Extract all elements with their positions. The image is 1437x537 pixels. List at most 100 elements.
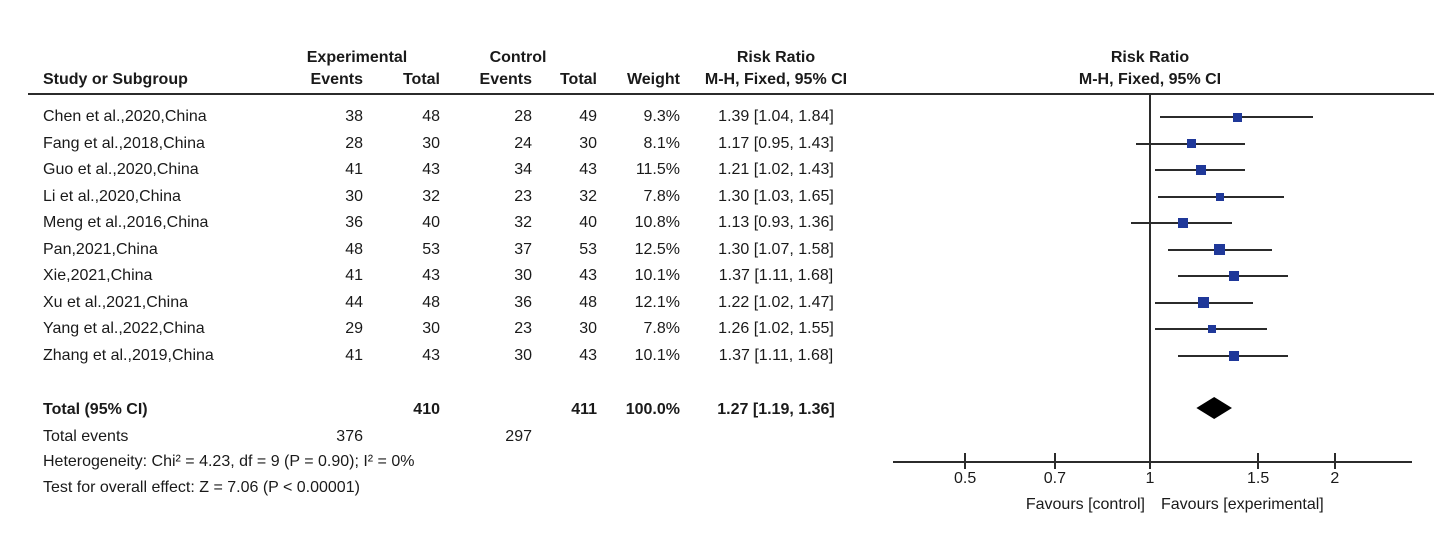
- overall-effect-text: Test for overall effect: Z = 7.06 (P < 0…: [43, 479, 360, 496]
- rr-ci-text-cell: 1.17 [0.95, 1.43]: [718, 134, 834, 152]
- total-events-label: Total events: [43, 428, 129, 445]
- favours-right-label: Favours [experimental]: [1161, 496, 1324, 513]
- total-weight: 100.0%: [625, 401, 680, 418]
- exp-total-cell: 43: [422, 346, 440, 364]
- col-header-mh-fixed-plot: M-H, Fixed, 95% CI: [1078, 71, 1222, 88]
- exp-total-cell: 48: [422, 293, 440, 311]
- col-header-mh-fixed-text: M-H, Fixed, 95% CI: [704, 71, 848, 88]
- summary-diamond: [1196, 397, 1232, 419]
- exp-total-cell: 40: [422, 214, 440, 231]
- table-row: Xu et al.,2021,China 44 48 36 48 12.1% 1.22 [1…: [0, 292, 1437, 314]
- effect-marker: [1214, 244, 1226, 255]
- axis-tick: [964, 453, 967, 469]
- exp-total-cell: 53: [422, 240, 440, 258]
- ctrl-events-cell: 30: [514, 346, 532, 364]
- axis-tick-label: 2: [1330, 470, 1340, 487]
- favours-left-label: Favours [control]: [1025, 496, 1145, 513]
- axis-tick-label: 0.7: [1043, 470, 1066, 487]
- ctrl-total-cell: 43: [579, 161, 597, 178]
- rr-ci-text-cell: 1.22 [1.02, 1.47]: [718, 293, 834, 311]
- exp-events-cell: 30: [345, 187, 363, 205]
- rr-ci-text-cell: 1.37 [1.11, 1.68]: [718, 346, 834, 364]
- total-ctrl-total: 411: [571, 401, 597, 418]
- exp-events-cell: 38: [345, 108, 363, 125]
- table-row: Chen et al.,2020,China 38 48 28 49 9.3% 1.39 […: [0, 106, 1437, 128]
- total-exp-total: 410: [413, 401, 440, 418]
- exp-total-cell: 43: [422, 267, 440, 284]
- rr-ci-text-cell: 1.26 [1.02, 1.55]: [718, 320, 834, 337]
- col-header-exp-events: Events: [310, 71, 363, 88]
- ctrl-events-cell: 34: [514, 161, 532, 178]
- effect-marker: [1197, 297, 1209, 308]
- ctrl-total-cell: 49: [579, 108, 597, 125]
- x-axis-line: [893, 461, 1412, 463]
- study-name: Chen et al.,2020,China: [43, 108, 207, 125]
- exp-events-cell: 48: [345, 240, 363, 258]
- exp-events-cell: 41: [345, 346, 363, 364]
- ctrl-total-cell: 48: [579, 293, 597, 311]
- exp-events-cell: 44: [345, 293, 363, 311]
- exp-total-cell: 43: [422, 161, 440, 178]
- exp-events-cell: 29: [345, 320, 363, 337]
- weight-cell: 10.1%: [634, 267, 680, 284]
- total-events-experimental: 376: [336, 428, 363, 445]
- heterogeneity-text: Heterogeneity: Chi² = 4.23, df = 9 (P = …: [43, 453, 415, 470]
- study-name: Xu et al.,2021,China: [43, 293, 188, 311]
- axis-tick-label: 1: [1145, 470, 1155, 487]
- ctrl-events-cell: 28: [514, 108, 532, 125]
- rr-ci-text-cell: 1.21 [1.02, 1.43]: [718, 161, 834, 178]
- exp-total-cell: 32: [422, 187, 440, 205]
- exp-events-cell: 41: [345, 267, 363, 284]
- table-row: Zhang et al.,2019,China 41 43 30 43 10.1% 1.37…: [0, 345, 1437, 367]
- table-row: Fang et al.,2018,China 28 30 24 30 8.1% 1.17 […: [0, 133, 1437, 155]
- weight-cell: 7.8%: [643, 320, 680, 337]
- table-row: Xie,2021,China 41 43 30 43 10.1% 1.37 [1.11, 1…: [0, 265, 1437, 287]
- effect-marker: [1207, 325, 1216, 333]
- table-row: Guo et al.,2020,China 41 43 34 43 11.5% 1.21 […: [0, 159, 1437, 181]
- study-name: Yang et al.,2022,China: [43, 320, 205, 337]
- study-name: Xie,2021,China: [43, 267, 153, 284]
- exp-total-cell: 30: [422, 320, 440, 337]
- axis-tick: [1333, 453, 1336, 469]
- group-header-risk-ratio-text: Risk Ratio: [736, 49, 816, 66]
- table-row: Pan,2021,China 48 53 37 53 12.5% 1.30 [1.07, 1…: [0, 239, 1437, 261]
- total-row: Total (95% CI) 410 411 100.0% 1.27 [1.19…: [0, 399, 1437, 421]
- ctrl-total-cell: 30: [579, 320, 597, 337]
- rr-ci-text-cell: 1.30 [1.03, 1.65]: [718, 187, 834, 205]
- axis-tick-label: 1.5: [1246, 470, 1270, 487]
- total-label: Total (95% CI): [43, 401, 148, 418]
- weight-cell: 10.8%: [634, 214, 680, 231]
- ctrl-total-cell: 40: [579, 214, 597, 231]
- study-name: Pan,2021,China: [43, 240, 158, 258]
- col-header-study: Study or Subgroup: [43, 71, 188, 88]
- study-name: Fang et al.,2018,China: [43, 134, 205, 152]
- effect-marker: [1187, 139, 1197, 148]
- ctrl-events-cell: 23: [514, 187, 532, 205]
- exp-events-cell: 41: [345, 161, 363, 178]
- weight-cell: 7.8%: [643, 187, 680, 205]
- rr-ci-text-cell: 1.39 [1.04, 1.84]: [718, 108, 834, 125]
- table-row: Yang et al.,2022,China 29 30 23 30 7.8% 1.26 […: [0, 318, 1437, 340]
- effect-marker: [1195, 165, 1206, 175]
- null-effect-line: [1149, 95, 1151, 462]
- total-rr-text: 1.27 [1.19, 1.36]: [717, 401, 835, 418]
- group-header-control: Control: [489, 49, 547, 66]
- table-row: Meng et al.,2016,China 36 40 32 40 10.8% 1.13 …: [0, 212, 1437, 234]
- col-header-ctrl-total: Total: [559, 71, 597, 88]
- effect-marker: [1177, 218, 1188, 228]
- ctrl-events-cell: 37: [514, 240, 532, 258]
- effect-marker: [1233, 112, 1243, 122]
- ctrl-total-cell: 32: [579, 187, 597, 205]
- exp-events-cell: 36: [345, 214, 363, 231]
- rr-ci-text-cell: 1.30 [1.07, 1.58]: [718, 240, 834, 258]
- total-events-row: Total events 376 297: [0, 426, 1437, 448]
- weight-cell: 11.5%: [635, 161, 680, 178]
- header-rule: [28, 93, 1434, 95]
- weight-cell: 9.3%: [643, 108, 680, 125]
- effect-marker: [1228, 350, 1239, 361]
- ctrl-events-cell: 23: [514, 320, 532, 337]
- ctrl-events-cell: 32: [514, 214, 532, 231]
- group-header-risk-ratio-plot: Risk Ratio: [1110, 49, 1190, 66]
- rr-ci-text-cell: 1.37 [1.11, 1.68]: [718, 267, 834, 284]
- ctrl-total-cell: 53: [579, 240, 597, 258]
